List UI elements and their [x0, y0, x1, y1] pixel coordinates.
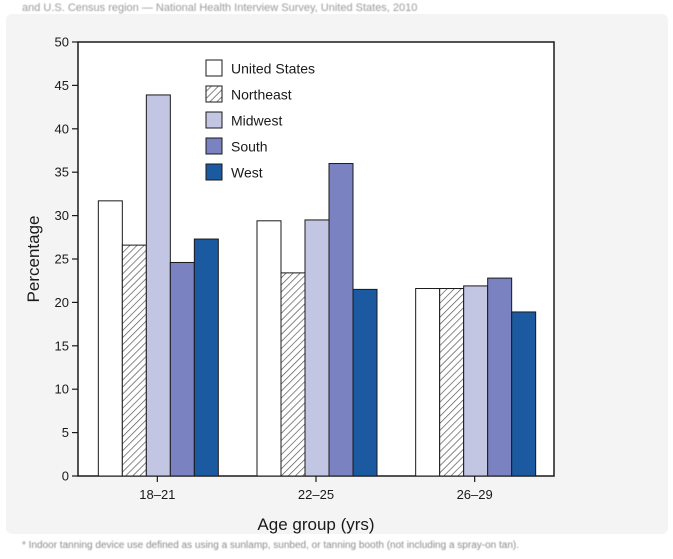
- chart-caption: and U.S. Census region — National Health…: [22, 2, 418, 14]
- y-tick-label: 15: [55, 338, 69, 353]
- y-tick-label: 30: [55, 208, 69, 223]
- bar-midwest-18-21: [145, 94, 171, 477]
- bar-south-26-29: [487, 277, 513, 477]
- legend-label-south: South: [231, 139, 268, 155]
- legend-swatch-midwest: [205, 111, 223, 129]
- x-tick-label: 18–21: [139, 487, 175, 502]
- legend-label-midwest: Midwest: [231, 113, 282, 129]
- y-tick-label: 35: [55, 165, 69, 180]
- y-tick-label: 5: [62, 425, 69, 440]
- chart-footnote: * Indoor tanning device use defined as u…: [22, 540, 519, 551]
- x-axis-title: Age group (yrs): [257, 515, 374, 534]
- bar-united-states-26-29: [415, 288, 441, 477]
- y-tick-label: 25: [55, 252, 69, 267]
- bar-midwest-22-25: [304, 219, 330, 477]
- y-tick-label: 50: [55, 35, 69, 50]
- bar-midwest-26-29: [463, 285, 489, 477]
- legend-label-west: West: [231, 165, 263, 181]
- legend-label-northeast: Northeast: [231, 87, 292, 103]
- bar-northeast-18-21: [121, 244, 147, 477]
- bar-west-26-29: [511, 311, 537, 477]
- bar-west-18-21: [193, 238, 219, 477]
- bar-south-22-25: [328, 163, 354, 477]
- legend-swatch-south: [205, 137, 223, 155]
- legend-swatch-northeast: [205, 85, 223, 103]
- bar-west-22-25: [352, 288, 378, 477]
- x-tick-label: 22–25: [298, 487, 334, 502]
- bar-united-states-18-21: [97, 200, 123, 477]
- y-tick-label: 0: [62, 469, 69, 484]
- y-tick-label: 45: [55, 78, 69, 93]
- bar-northeast-26-29: [439, 288, 465, 477]
- bar-south-18-21: [169, 261, 195, 477]
- bar-united-states-22-25: [256, 220, 282, 477]
- y-axis-title: Percentage: [24, 216, 43, 303]
- x-tick-label: 26–29: [457, 487, 493, 502]
- legend-swatch-united-states: [205, 59, 223, 77]
- y-tick-label: 40: [55, 121, 69, 136]
- bar-northeast-22-25: [280, 272, 306, 477]
- y-tick-label: 20: [55, 295, 69, 310]
- legend-swatch-west: [205, 163, 223, 181]
- legend-label-united-states: United States: [231, 61, 315, 77]
- y-tick-label: 10: [55, 382, 69, 397]
